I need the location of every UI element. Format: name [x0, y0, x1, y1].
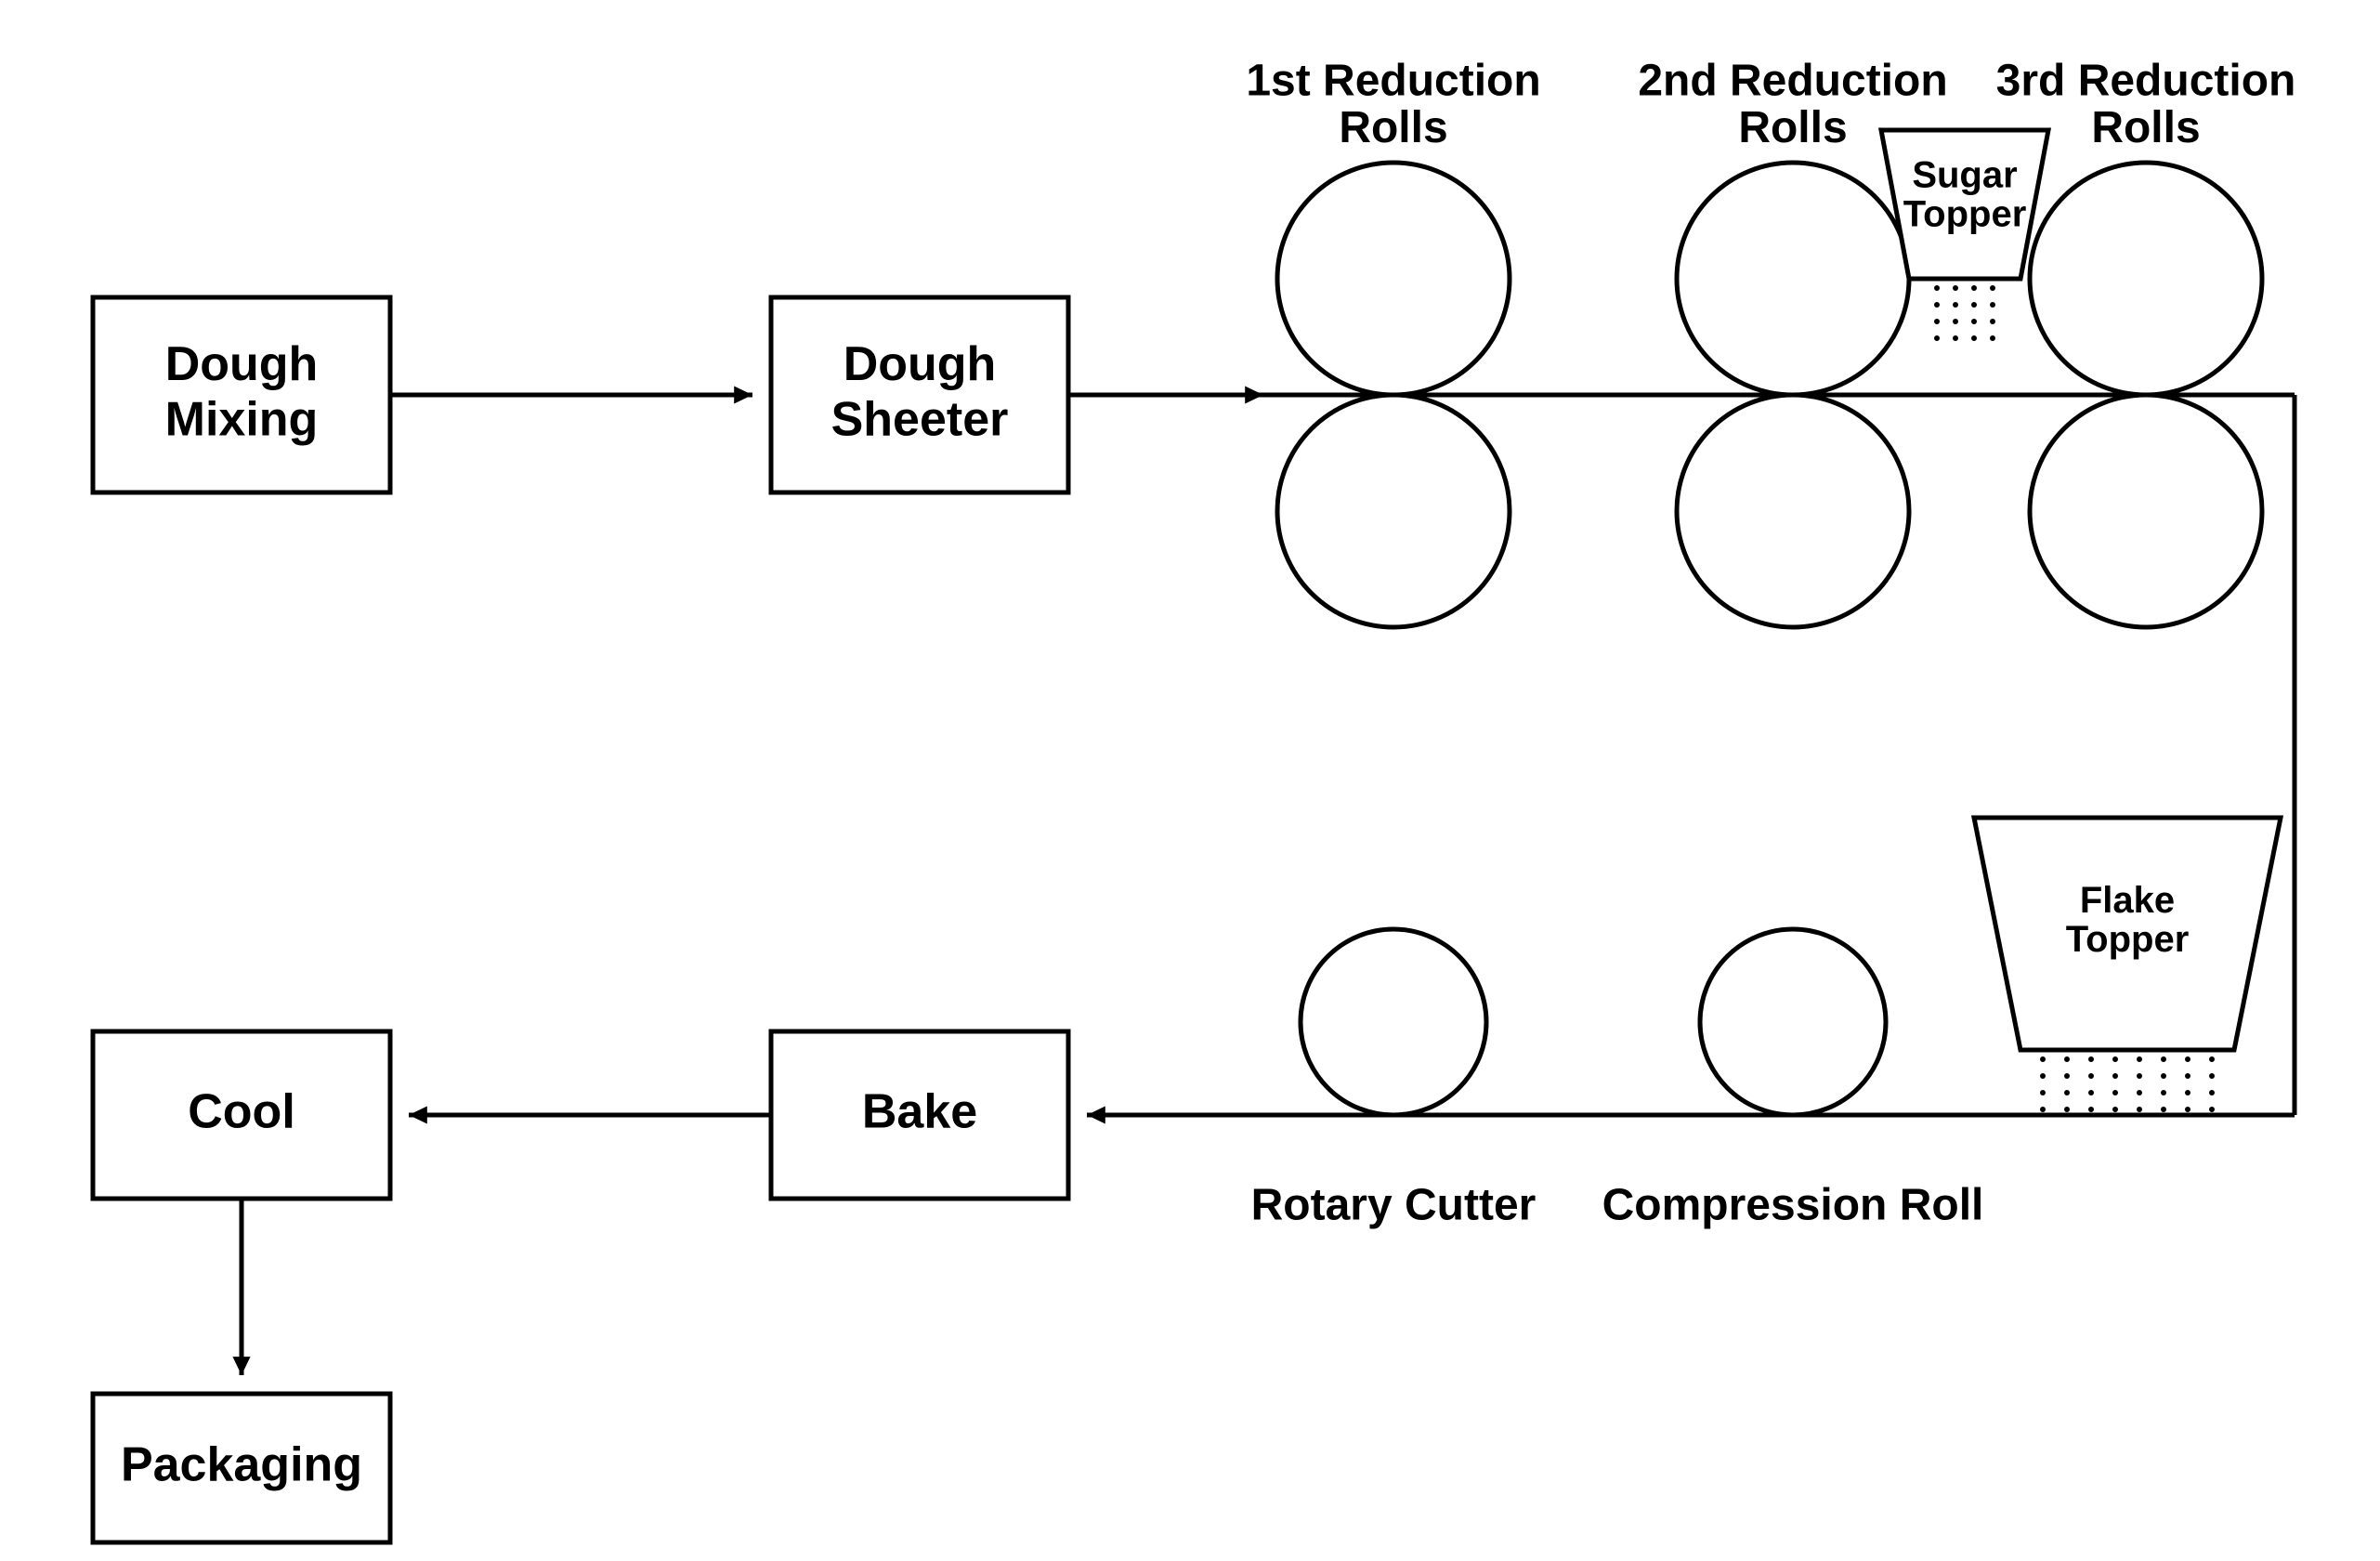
svg-text:Rolls: Rolls [1738, 103, 1847, 152]
r1-bottom-roll [1277, 395, 1510, 627]
svg-text:1st Reduction: 1st Reduction [1246, 57, 1540, 106]
svg-text:Mixing: Mixing [165, 393, 319, 447]
svg-text:Bake: Bake [862, 1085, 977, 1139]
r2-top-roll [1677, 163, 1909, 395]
r2-bottom-roll [1677, 395, 1909, 627]
svg-text:2nd Reduction: 2nd Reduction [1638, 57, 1947, 106]
svg-text:Cool: Cool [188, 1085, 295, 1139]
svg-text:Rolls: Rolls [2091, 103, 2200, 152]
r3-bottom-roll [2030, 395, 2262, 627]
svg-text:Compression Roll: Compression Roll [1602, 1181, 1984, 1230]
svg-text:Dough: Dough [165, 337, 319, 391]
rotary_cutter-roll [1301, 929, 1486, 1115]
svg-text:Topper: Topper [2066, 919, 2190, 960]
svg-text:3rd Reduction: 3rd Reduction [1996, 57, 2296, 106]
svg-text:Sheeter: Sheeter [831, 393, 1009, 447]
svg-text:Flake: Flake [2080, 880, 2175, 921]
svg-text:Dough: Dough [843, 337, 997, 391]
process-flow-diagram: DoughMixingDoughSheeterBakeCoolPackaging… [0, 0, 2380, 1561]
svg-text:Rolls: Rolls [1339, 103, 1447, 152]
svg-text:Rotary Cutter: Rotary Cutter [1251, 1181, 1537, 1230]
r1-top-roll [1277, 163, 1510, 395]
svg-text:Packaging: Packaging [121, 1438, 362, 1492]
compression_roll-roll [1700, 929, 1886, 1115]
svg-text:Topper: Topper [1903, 194, 2027, 235]
svg-text:Sugar: Sugar [1912, 155, 2017, 196]
r3-top-roll [2030, 163, 2262, 395]
